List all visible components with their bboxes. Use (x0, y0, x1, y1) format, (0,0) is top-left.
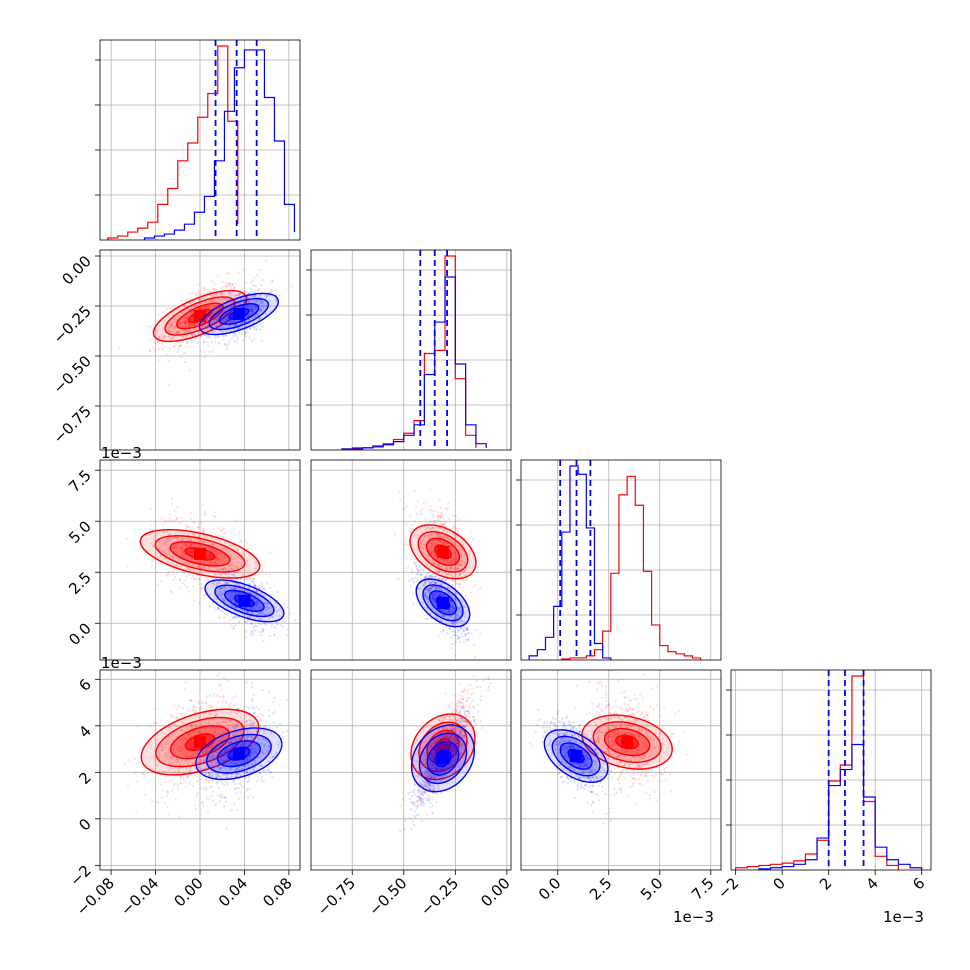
y-axis-1: 0.00 −0.25 −0.50 −0.75 (50, 252, 100, 447)
scatter-panel-2-0 (99, 459, 301, 661)
diagonal-panel-3 (726, 669, 932, 871)
scale-offset-label: 1e−3 (101, 444, 142, 462)
diagonal-panel-2 (516, 459, 722, 661)
density-peak (232, 747, 245, 760)
scatter-panel-2-1 (310, 459, 512, 661)
y-tick-label: −0.50 (50, 352, 95, 397)
x-tick-label: 2.5 (586, 874, 616, 904)
blue-contours (410, 724, 476, 793)
panel-frame (310, 459, 512, 661)
x-tick-label: −0.75 (314, 874, 359, 919)
density-peak (436, 596, 449, 609)
y-tick-label: 0.00 (58, 252, 94, 288)
y-tick-label: 4 (75, 722, 94, 741)
red-contours (581, 714, 673, 770)
y-tick-label: 7.5 (65, 466, 95, 496)
density-peak (194, 736, 206, 749)
y-tick-label: 0 (75, 815, 94, 834)
x-tick-label: 2 (816, 874, 835, 893)
scatter-panel-3-0 (99, 669, 301, 871)
x-tick-label: 4 (863, 874, 882, 893)
scale-offset-label: 1e−3 (101, 654, 142, 672)
x-tick-label: −0.50 (365, 874, 410, 919)
y-axis-2: 7.5 5.0 2.5 0.0 (65, 466, 100, 649)
density-peak (436, 545, 449, 558)
red-contours (139, 529, 261, 579)
red-contours (409, 524, 477, 580)
blue-histogram (341, 276, 487, 450)
red-samples (125, 498, 272, 618)
x-tick-label: −0.04 (117, 874, 162, 919)
blue-contours (543, 729, 609, 784)
density-peak (436, 752, 449, 765)
y-tick-label: 6 (75, 675, 94, 694)
blue-histogram (143, 49, 296, 240)
panel-frame (520, 459, 722, 661)
density-peak (194, 547, 206, 560)
y-axis-3: 6 4 2 0 −2 (66, 675, 100, 890)
y-tick-label: 0.0 (65, 619, 95, 649)
panel-frame (310, 249, 512, 451)
x-axis-0: −0.08 −0.04 0.00 0.04 0.08 (73, 870, 296, 919)
panel-frame (310, 669, 512, 871)
y-tick-label: −0.25 (50, 302, 95, 347)
x-tick-label: 0.0 (535, 874, 565, 904)
panel-frame (99, 249, 301, 451)
y-tick-label: 2.5 (65, 568, 95, 598)
x-tick-label: 6 (909, 874, 928, 893)
x-axis-2: 0.0 2.5 5.0 7.5 (535, 870, 718, 904)
density-peak (570, 750, 583, 763)
y-tick-label: −0.75 (50, 402, 95, 447)
scatter-panel-3-1 (310, 669, 512, 871)
scale-offset-label: 1e−3 (673, 908, 714, 926)
blue-contours (204, 579, 285, 623)
blue-contours (415, 578, 471, 628)
scatter-panel-1-0 (99, 249, 301, 451)
diagonal-panel-0 (95, 39, 301, 241)
x-axis-3: −2 0 2 4 6 (714, 870, 929, 902)
blue-histogram (758, 743, 923, 870)
x-tick-label: −0.25 (417, 874, 462, 919)
panel-frame (520, 669, 722, 871)
density-peak (238, 594, 251, 607)
x-tick-label: 0.00 (170, 874, 206, 910)
density-peak (232, 308, 245, 320)
blue-contours (198, 292, 279, 336)
x-tick-label: 7.5 (688, 874, 718, 904)
y-tick-label: 2 (75, 768, 94, 787)
scale-offset-label: 1e−3 (883, 908, 924, 926)
panel-frame (730, 669, 932, 871)
y-tick-label: 5.0 (65, 517, 95, 547)
red-histogram (107, 45, 239, 240)
blue-histogram (528, 465, 612, 660)
red-histogram (561, 475, 702, 660)
density-peak (621, 736, 634, 749)
x-tick-label: 0.04 (215, 874, 251, 910)
panel-frame (99, 459, 301, 661)
x-tick-label: 0.08 (259, 874, 295, 910)
x-axis-1: −0.75 −0.50 −0.25 0.00 (314, 870, 514, 919)
x-tick-label: 0 (770, 874, 789, 893)
x-tick-label: −2 (714, 874, 742, 902)
panel-frame (99, 39, 301, 241)
scatter-panel-3-2 (520, 669, 722, 871)
y-tick-label: −2 (66, 861, 94, 889)
diagonal-panel-1 (306, 249, 512, 451)
x-tick-label: 0.00 (477, 874, 513, 910)
blue-contours (195, 727, 283, 781)
x-tick-label: 5.0 (637, 874, 667, 904)
